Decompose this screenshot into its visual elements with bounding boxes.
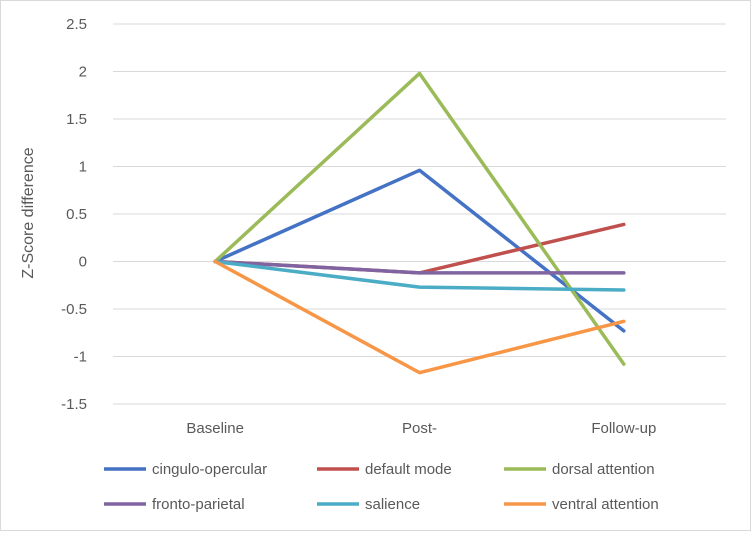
y-axis-ticks: 2.5 2 1.5 1 0.5 0 -0.5 -1 -1.5 (61, 16, 87, 413)
x-axis-ticks: Baseline Post- Follow-up (186, 420, 656, 437)
series-line-salience (213, 259, 626, 292)
gridlines (113, 23, 726, 405)
legend: cingulo-opercular default mode dorsal atte… (104, 461, 659, 513)
x-tick-label: Post- (402, 420, 437, 437)
y-axis-title: Z-Score difference (20, 147, 37, 278)
y-tick-label: -0.5 (61, 301, 87, 318)
series-lines (213, 71, 626, 375)
legend-label: dorsal attention (552, 461, 655, 478)
legend-item: fronto-parietal (104, 496, 245, 513)
y-tick-label: -1.5 (61, 396, 87, 413)
x-tick-label: Baseline (186, 420, 244, 437)
y-tick-label: 0 (79, 254, 87, 271)
series-line-cingulo-opercular (213, 168, 626, 333)
y-tick-label: 2 (79, 64, 87, 81)
y-tick-label: 0.5 (66, 206, 87, 223)
legend-label: cingulo-opercular (152, 461, 267, 478)
legend-item: salience (317, 496, 420, 513)
legend-label: ventral attention (552, 496, 659, 513)
y-tick-label: 1 (79, 159, 87, 176)
y-tick-label: -1 (74, 349, 87, 366)
legend-item: ventral attention (504, 496, 659, 513)
series-line-fronto-parietal (213, 259, 626, 275)
legend-item: default mode (317, 461, 452, 478)
series-line-dorsal-attention (213, 71, 626, 366)
legend-item: dorsal attention (504, 461, 655, 478)
legend-label: default mode (365, 461, 452, 478)
legend-label: salience (365, 496, 420, 513)
x-tick-label: Follow-up (591, 420, 656, 437)
legend-item: cingulo-opercular (104, 461, 267, 478)
series-line-ventral-attention (213, 259, 626, 375)
legend-label: fronto-parietal (152, 496, 245, 513)
y-tick-label: 2.5 (66, 16, 87, 33)
y-tick-label: 1.5 (66, 111, 87, 128)
